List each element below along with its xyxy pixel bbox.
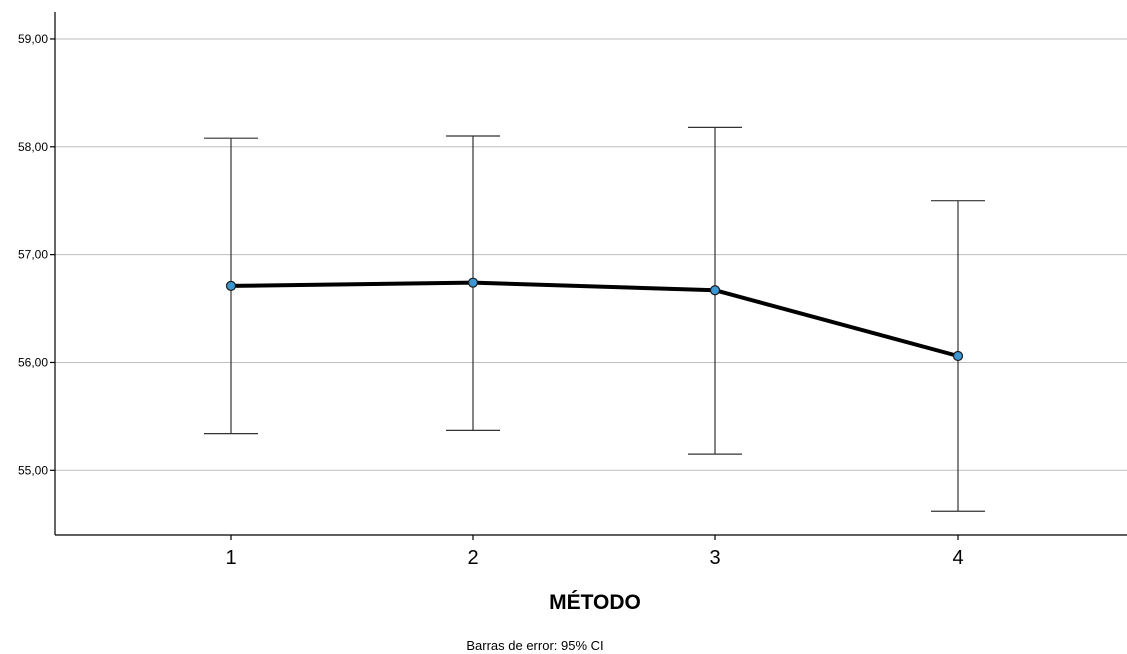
error-bars: [204, 126, 985, 512]
error-bar-footnote: Barras de error: 95% CI: [466, 638, 603, 653]
data-point: [709, 285, 721, 296]
series-line: [230, 280, 959, 358]
y-tick-label: 57,00: [18, 248, 48, 262]
markers: [225, 277, 964, 362]
y-tick-label: 56,00: [18, 355, 48, 369]
y-tick-label: 55,00: [18, 463, 48, 477]
x-tick-label: 3: [709, 547, 720, 569]
x-axis-label: MÉTODO: [549, 591, 641, 614]
data-point: [952, 350, 964, 362]
y-axis-ticks: 55,00 56,00 57,00 58,00 59,00: [18, 32, 55, 477]
gridlines: [55, 38, 1127, 471]
series-line-group: [230, 280, 959, 358]
data-point: [225, 280, 237, 292]
x-tick-label: 1: [225, 547, 236, 569]
y-tick-label: 58,00: [18, 140, 48, 154]
x-axis-ticks: 1 2 3 4: [225, 535, 964, 569]
x-tick-label: 2: [467, 547, 478, 569]
data-point: [467, 277, 479, 288]
x-tick-label: 4: [952, 547, 963, 569]
y-tick-label: 59,00: [18, 32, 48, 46]
